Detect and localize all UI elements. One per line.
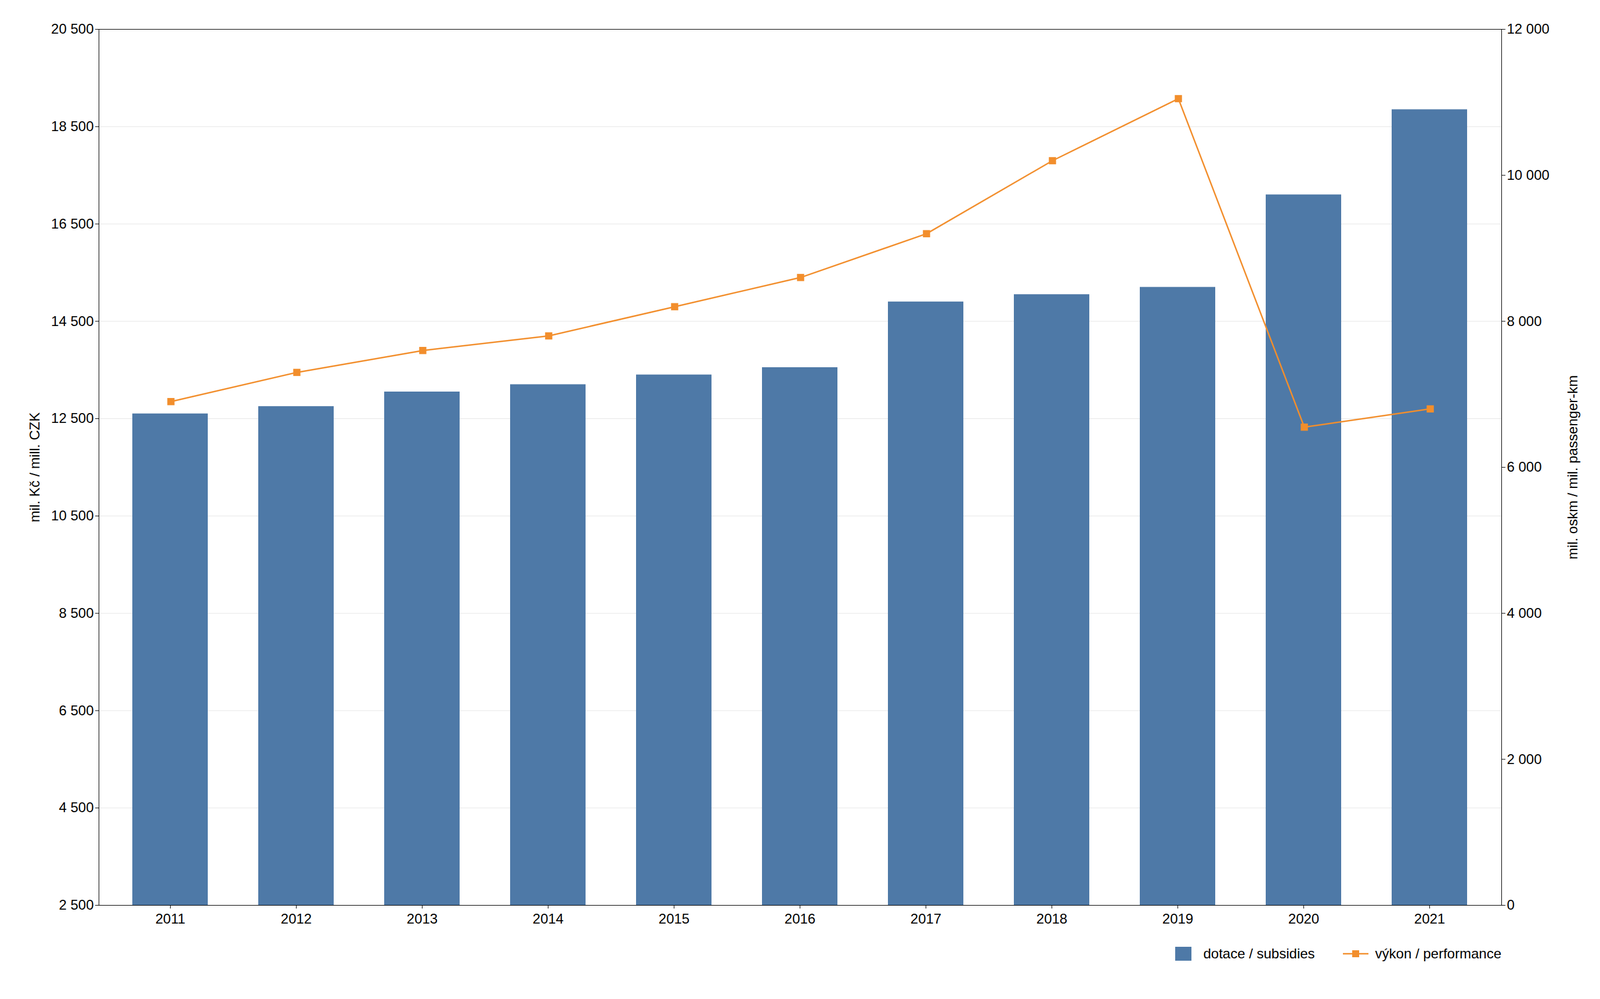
html-text:dotace / subsidies: dotace / subsidies — [1203, 945, 1315, 962]
svg-text:2017: 2017 — [910, 911, 942, 927]
svg-text:2020: 2020 — [1288, 911, 1320, 927]
svg-text:2012: 2012 — [280, 911, 312, 927]
svg-text:12 000: 12 000 — [1507, 20, 1550, 37]
svg-text:2013: 2013 — [406, 911, 438, 927]
svg-text:mil. oskm / mil. passenger-km: mil. oskm / mil. passenger-km — [1564, 375, 1581, 560]
svg-text:0: 0 — [1507, 897, 1515, 913]
svg-text:2011: 2011 — [155, 911, 186, 927]
svg-text:20 500: 20 500 — [51, 20, 94, 37]
svg-text:2015: 2015 — [658, 911, 690, 927]
svg-text:2016: 2016 — [784, 911, 816, 927]
svg-text:2019: 2019 — [1162, 911, 1194, 927]
svg-text:10 500: 10 500 — [51, 507, 94, 524]
svg-text:6 500: 6 500 — [58, 702, 94, 719]
svg-text:2021: 2021 — [1414, 911, 1446, 927]
svg-text:8 000: 8 000 — [1507, 313, 1542, 330]
svg-text:4 000: 4 000 — [1507, 605, 1542, 621]
svg-text:2 000: 2 000 — [1507, 751, 1542, 768]
svg-text:2018: 2018 — [1036, 911, 1068, 927]
svg-text:mil. Kč / mill. CZK: mil. Kč / mill. CZK — [26, 412, 43, 523]
svg-text:12 500: 12 500 — [51, 410, 94, 426]
svg-text:8 500: 8 500 — [58, 605, 94, 621]
svg-text:2014: 2014 — [532, 911, 564, 927]
svg-text:6 000: 6 000 — [1507, 459, 1542, 475]
svg-text:2 500: 2 500 — [58, 897, 94, 913]
html-text:výkon / performance: výkon / performance — [1375, 945, 1502, 962]
svg-text:14 500: 14 500 — [51, 313, 94, 330]
svg-text:18 500: 18 500 — [51, 118, 94, 135]
svg-text:10 000: 10 000 — [1507, 167, 1550, 183]
svg-text:16 500: 16 500 — [51, 215, 94, 232]
svg-text:4 500: 4 500 — [58, 799, 94, 816]
